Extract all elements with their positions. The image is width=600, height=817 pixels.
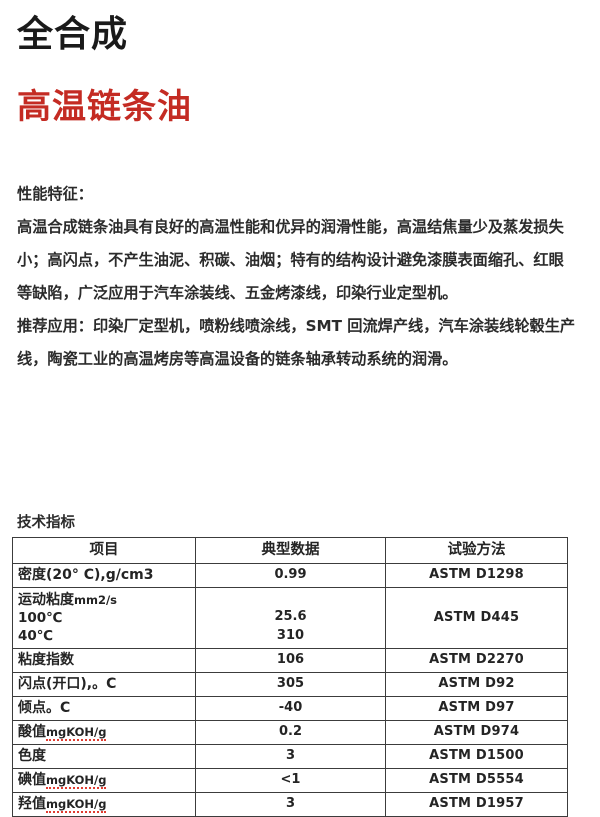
iodine-value-unit: mgKOH/g bbox=[46, 773, 107, 789]
cell-value: 3 bbox=[195, 792, 386, 817]
product-spec-page: 全合成 高温链条油 性能特征： 高温合成链条油具有良好的高温性能和优异的润滑性能… bbox=[12, 14, 577, 817]
cell-value: 0.99 bbox=[195, 563, 386, 588]
cell-method: ASTM D1298 bbox=[385, 563, 568, 588]
viscosity-value-blank bbox=[196, 589, 385, 608]
table-row: 酸值mgKOH/g 0.2 ASTM D974 bbox=[12, 720, 568, 745]
table-row: 运动粘度mm2/s 100℃ 40℃ 25.6 310 ASTM D445 bbox=[12, 587, 568, 649]
table-row: 闪点(开口),。C 305 ASTM D92 bbox=[12, 672, 568, 697]
features-label: 性能特征： bbox=[17, 185, 93, 203]
technical-spec-table: 项目 典型数据 试验方法 密度(20° C),g/cm3 0.99 ASTM D… bbox=[12, 537, 568, 817]
cell-value: 0.2 bbox=[195, 720, 386, 745]
cell-value: 305 bbox=[195, 672, 386, 697]
hydroxyl-value-unit: mgKOH/g bbox=[46, 797, 107, 813]
cell-item: 羟值mgKOH/g bbox=[12, 792, 196, 817]
cell-method: ASTM D1500 bbox=[385, 744, 568, 769]
viscosity-value-100: 25.6 bbox=[274, 609, 307, 624]
table-header-row: 项目 典型数据 试验方法 bbox=[12, 537, 568, 564]
acid-value-unit: mgKOH/g bbox=[46, 725, 107, 741]
cell-method: ASTM D2270 bbox=[385, 648, 568, 673]
iodine-value-label: 碘值 bbox=[18, 772, 46, 788]
cell-method: ASTM D5554 bbox=[385, 768, 568, 793]
spec-table-container: 项目 典型数据 试验方法 密度(20° C),g/cm3 0.99 ASTM D… bbox=[12, 537, 568, 817]
cell-item: 闪点(开口),。C bbox=[12, 672, 196, 697]
cell-method: ASTM D92 bbox=[385, 672, 568, 697]
cell-value: 106 bbox=[195, 648, 386, 673]
viscosity-unit: mm2/s bbox=[74, 592, 118, 607]
body-copy: 性能特征： 高温合成链条油具有良好的高温性能和优异的润滑性能，高温结焦量少及蒸发… bbox=[17, 178, 577, 376]
cell-value: -40 bbox=[195, 696, 386, 721]
table-row: 碘值mgKOH/g <1 ASTM D5554 bbox=[12, 768, 568, 793]
cell-item: 酸值mgKOH/g bbox=[12, 720, 196, 745]
cell-value: <1 bbox=[195, 768, 386, 793]
cell-item: 运动粘度mm2/s 100℃ 40℃ bbox=[12, 587, 196, 649]
applications-paragraph: 推荐应用：印染厂定型机，喷粉线喷涂线，SMT 回流焊产线，汽车涂装线轮毂生产线，… bbox=[17, 317, 576, 368]
table-row: 羟值mgKOH/g 3 ASTM D1957 bbox=[12, 792, 568, 817]
column-header-test-method: 试验方法 bbox=[385, 537, 568, 564]
page-title-product: 高温链条油 bbox=[17, 87, 192, 127]
cell-method: ASTM D974 bbox=[385, 720, 568, 745]
column-header-typical-value: 典型数据 bbox=[195, 537, 386, 564]
hydroxyl-value-label: 羟值 bbox=[18, 796, 46, 812]
column-header-item: 项目 bbox=[12, 537, 196, 564]
acid-value-label: 酸值 bbox=[18, 724, 46, 740]
cell-item: 碘值mgKOH/g bbox=[12, 768, 196, 793]
cell-method: ASTM D1957 bbox=[385, 792, 568, 817]
cell-item: 色度 bbox=[12, 744, 196, 769]
viscosity-label: 运动粘度 bbox=[18, 591, 74, 608]
page-title-main: 全合成 bbox=[17, 14, 129, 55]
cell-item: 粘度指数 bbox=[12, 648, 196, 673]
viscosity-value-40: 310 bbox=[276, 628, 305, 643]
spec-section-heading: 技术指标 bbox=[17, 515, 75, 531]
table-row: 粘度指数 106 ASTM D2270 bbox=[12, 648, 568, 673]
cell-method: ASTM D445 bbox=[385, 587, 568, 649]
cell-item: 倾点。C bbox=[12, 696, 196, 721]
table-row: 倾点。C -40 ASTM D97 bbox=[12, 696, 568, 721]
table-row: 密度(20° C),g/cm3 0.99 ASTM D1298 bbox=[12, 563, 568, 588]
viscosity-temp-100: 100℃ bbox=[18, 609, 63, 626]
viscosity-label-line: 运动粘度mm2/s bbox=[18, 591, 195, 609]
table-row: 色度 3 ASTM D1500 bbox=[12, 744, 568, 769]
cell-value: 25.6 310 bbox=[195, 587, 386, 649]
viscosity-temp-40: 40℃ bbox=[18, 627, 54, 644]
features-paragraph: 高温合成链条油具有良好的高温性能和优异的润滑性能，高温结焦量少及蒸发损失小；高闪… bbox=[17, 218, 564, 302]
cell-method: ASTM D97 bbox=[385, 696, 568, 721]
cell-item: 密度(20° C),g/cm3 bbox=[12, 563, 196, 588]
cell-value: 3 bbox=[195, 744, 386, 769]
